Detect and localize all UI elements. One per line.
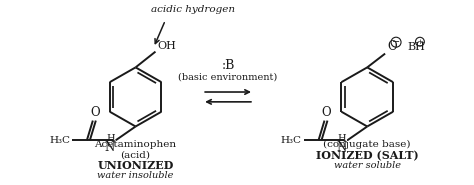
Text: O: O bbox=[90, 106, 100, 119]
Text: (conjugate base): (conjugate base) bbox=[323, 140, 411, 149]
Text: +: + bbox=[417, 38, 423, 46]
Text: (basic environment): (basic environment) bbox=[178, 73, 278, 82]
Text: N: N bbox=[336, 141, 346, 154]
Text: H₃C: H₃C bbox=[281, 136, 301, 145]
Text: UNIONIZED: UNIONIZED bbox=[98, 160, 174, 171]
Text: water insoluble: water insoluble bbox=[98, 171, 174, 180]
Text: (acid): (acid) bbox=[120, 150, 151, 159]
Text: −: − bbox=[392, 38, 400, 47]
Text: water soluble: water soluble bbox=[334, 161, 401, 170]
Text: H: H bbox=[338, 134, 346, 143]
Text: :B: :B bbox=[221, 59, 235, 72]
Text: H: H bbox=[106, 134, 115, 143]
Text: O: O bbox=[322, 106, 331, 119]
Text: BH: BH bbox=[407, 42, 425, 52]
Text: IONIZED (SALT): IONIZED (SALT) bbox=[316, 150, 419, 161]
Text: H₃C: H₃C bbox=[49, 136, 70, 145]
Text: O: O bbox=[387, 40, 397, 53]
Text: acidic hydrogen: acidic hydrogen bbox=[151, 5, 235, 14]
Text: Acetaminophen: Acetaminophen bbox=[94, 140, 177, 149]
Text: N: N bbox=[104, 141, 115, 154]
Text: OH: OH bbox=[157, 41, 176, 51]
